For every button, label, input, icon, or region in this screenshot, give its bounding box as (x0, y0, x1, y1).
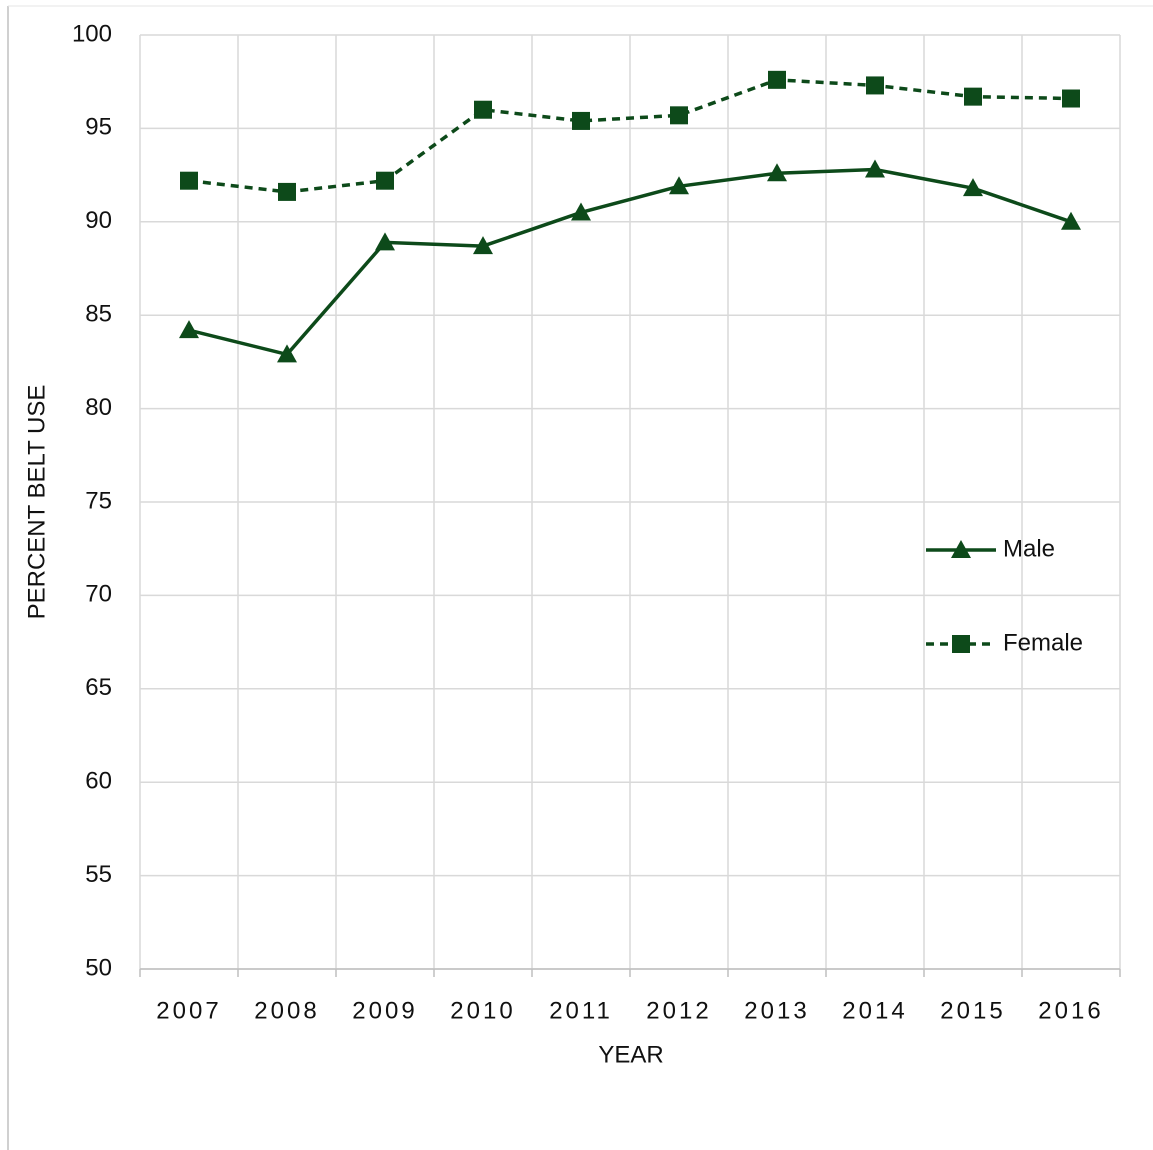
y-tick-label: 70 (85, 581, 112, 608)
marker (670, 106, 688, 125)
marker (278, 182, 296, 201)
series-line (188, 78, 1072, 194)
x-tick-label: 2016 (1038, 997, 1103, 1024)
y-tick-label: 80 (85, 394, 112, 421)
marker (1062, 89, 1080, 108)
y-tick-label: 75 (85, 487, 112, 514)
marker (571, 202, 591, 221)
y-tick-label: 60 (85, 768, 112, 795)
marker (474, 100, 492, 119)
x-tick-label: 2013 (744, 997, 809, 1024)
marker (964, 87, 982, 106)
y-tick-label: 95 (85, 114, 112, 141)
x-tick-label: 2007 (156, 997, 221, 1024)
marker (473, 236, 493, 255)
series-line (188, 167, 1072, 357)
y-tick-label: 100 (72, 20, 112, 47)
marker (865, 159, 885, 178)
x-tick-label: 2008 (254, 997, 319, 1024)
marker (1061, 211, 1081, 230)
legend-label: Female (1003, 629, 1083, 656)
x-axis-title: YEAR (598, 1041, 663, 1068)
x-tick-label: 2014 (842, 997, 907, 1024)
legend-label: Male (1003, 535, 1055, 562)
y-tick-label: 85 (85, 301, 112, 328)
y-tick-label: 50 (85, 954, 112, 981)
legend-marker (951, 540, 971, 558)
marker (768, 70, 786, 89)
x-tick-label: 2009 (352, 997, 417, 1024)
marker (963, 178, 983, 197)
marker (179, 320, 199, 339)
marker (572, 111, 590, 130)
legend-marker (952, 635, 970, 653)
marker (767, 163, 787, 182)
x-tick-label: 2015 (940, 997, 1005, 1024)
marker (376, 171, 394, 190)
x-tick-label: 2011 (549, 997, 613, 1024)
marker (375, 232, 395, 251)
marker (277, 344, 297, 363)
marker (180, 171, 198, 190)
y-tick-label: 65 (85, 674, 112, 701)
y-tick-label: 55 (85, 861, 112, 888)
x-tick-label: 2012 (646, 997, 711, 1024)
y-tick-label: 90 (85, 207, 112, 234)
y-axis-title: PERCENT BELT USE (23, 385, 50, 620)
x-tick-label: 2010 (450, 997, 515, 1024)
marker (866, 76, 884, 95)
marker (669, 176, 689, 195)
